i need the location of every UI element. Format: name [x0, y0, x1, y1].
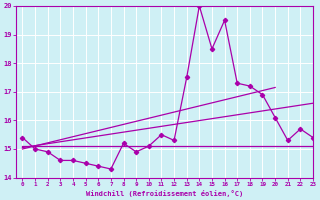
X-axis label: Windchill (Refroidissement éolien,°C): Windchill (Refroidissement éolien,°C) — [86, 190, 243, 197]
